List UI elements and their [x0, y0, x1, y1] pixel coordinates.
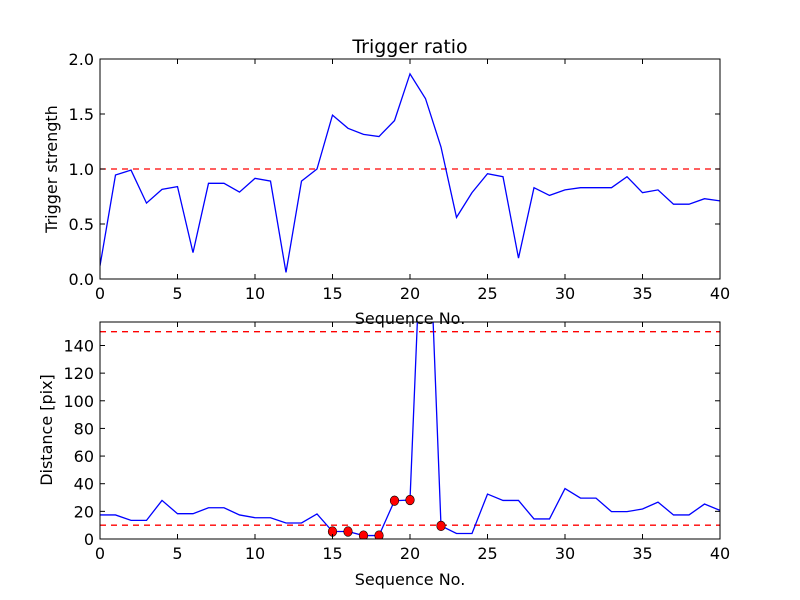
data-point-marker	[343, 526, 353, 537]
plot-area	[100, 322, 720, 539]
series-line	[100, 322, 720, 537]
series-line	[100, 72, 720, 273]
top-ylabel: Trigger strength	[42, 105, 61, 234]
x-tick-label: 0	[95, 544, 105, 563]
y-tick-label: 0	[84, 530, 94, 549]
y-tick-label: 0.5	[69, 215, 94, 234]
y-tick-label: 20	[74, 502, 94, 521]
x-tick-label: 40	[710, 544, 730, 563]
y-tick-label: 80	[74, 419, 94, 438]
y-tick-label: 120	[63, 364, 94, 383]
y-tick-label: 1.0	[69, 160, 94, 179]
x-tick-label: 5	[172, 544, 182, 563]
x-tick-label: 15	[322, 544, 342, 563]
x-tick-label: 10	[245, 284, 265, 303]
x-tick-label: 35	[632, 284, 652, 303]
data-point-marker	[436, 520, 446, 531]
top-plot: 0 5 10 15 20 25 30 35 40 0.0 0.5 1.0 1.5 2.0	[69, 50, 731, 303]
x-tick-label: 25	[477, 544, 497, 563]
x-tick-label: 40	[710, 284, 730, 303]
x-tick-label: 20	[400, 544, 420, 563]
x-tick-label: 30	[555, 544, 575, 563]
x-tick-label: 10	[245, 544, 265, 563]
top-xlabel: Sequence No.	[355, 309, 466, 328]
axes-frame	[99, 321, 721, 540]
data-point-marker	[374, 530, 384, 539]
y-tick-label: 0.0	[69, 270, 94, 289]
y-tick-label: 140	[63, 336, 94, 355]
x-tick-label: 15	[322, 284, 342, 303]
data-point-marker	[405, 494, 415, 506]
data-point-marker	[358, 530, 369, 539]
chart-title: Trigger ratio	[351, 36, 467, 58]
x-tick-label: 5	[172, 284, 182, 303]
x-tick-label: 35	[632, 544, 652, 563]
bottom-ylabel: Distance [pix]	[37, 374, 56, 486]
x-tick-label: 25	[477, 284, 497, 303]
y-tick-label: 2.0	[69, 50, 94, 69]
y-tick-label: 60	[74, 447, 94, 466]
x-tick-label: 20	[400, 284, 420, 303]
x-tick-label: 0	[95, 284, 105, 303]
y-tick-label: 1.5	[69, 105, 94, 124]
plot-area	[100, 72, 720, 273]
y-tick-label: 40	[74, 475, 94, 494]
y-tick-label: 100	[63, 392, 94, 411]
x-tick-label: 30	[555, 284, 575, 303]
bottom-xlabel: Sequence No.	[355, 570, 466, 589]
data-point-marker	[389, 495, 400, 506]
bottom-plot: 0 5 10 15 20 25 30 35 40 0 20 40 60 80 100 120 140	[63, 321, 730, 563]
